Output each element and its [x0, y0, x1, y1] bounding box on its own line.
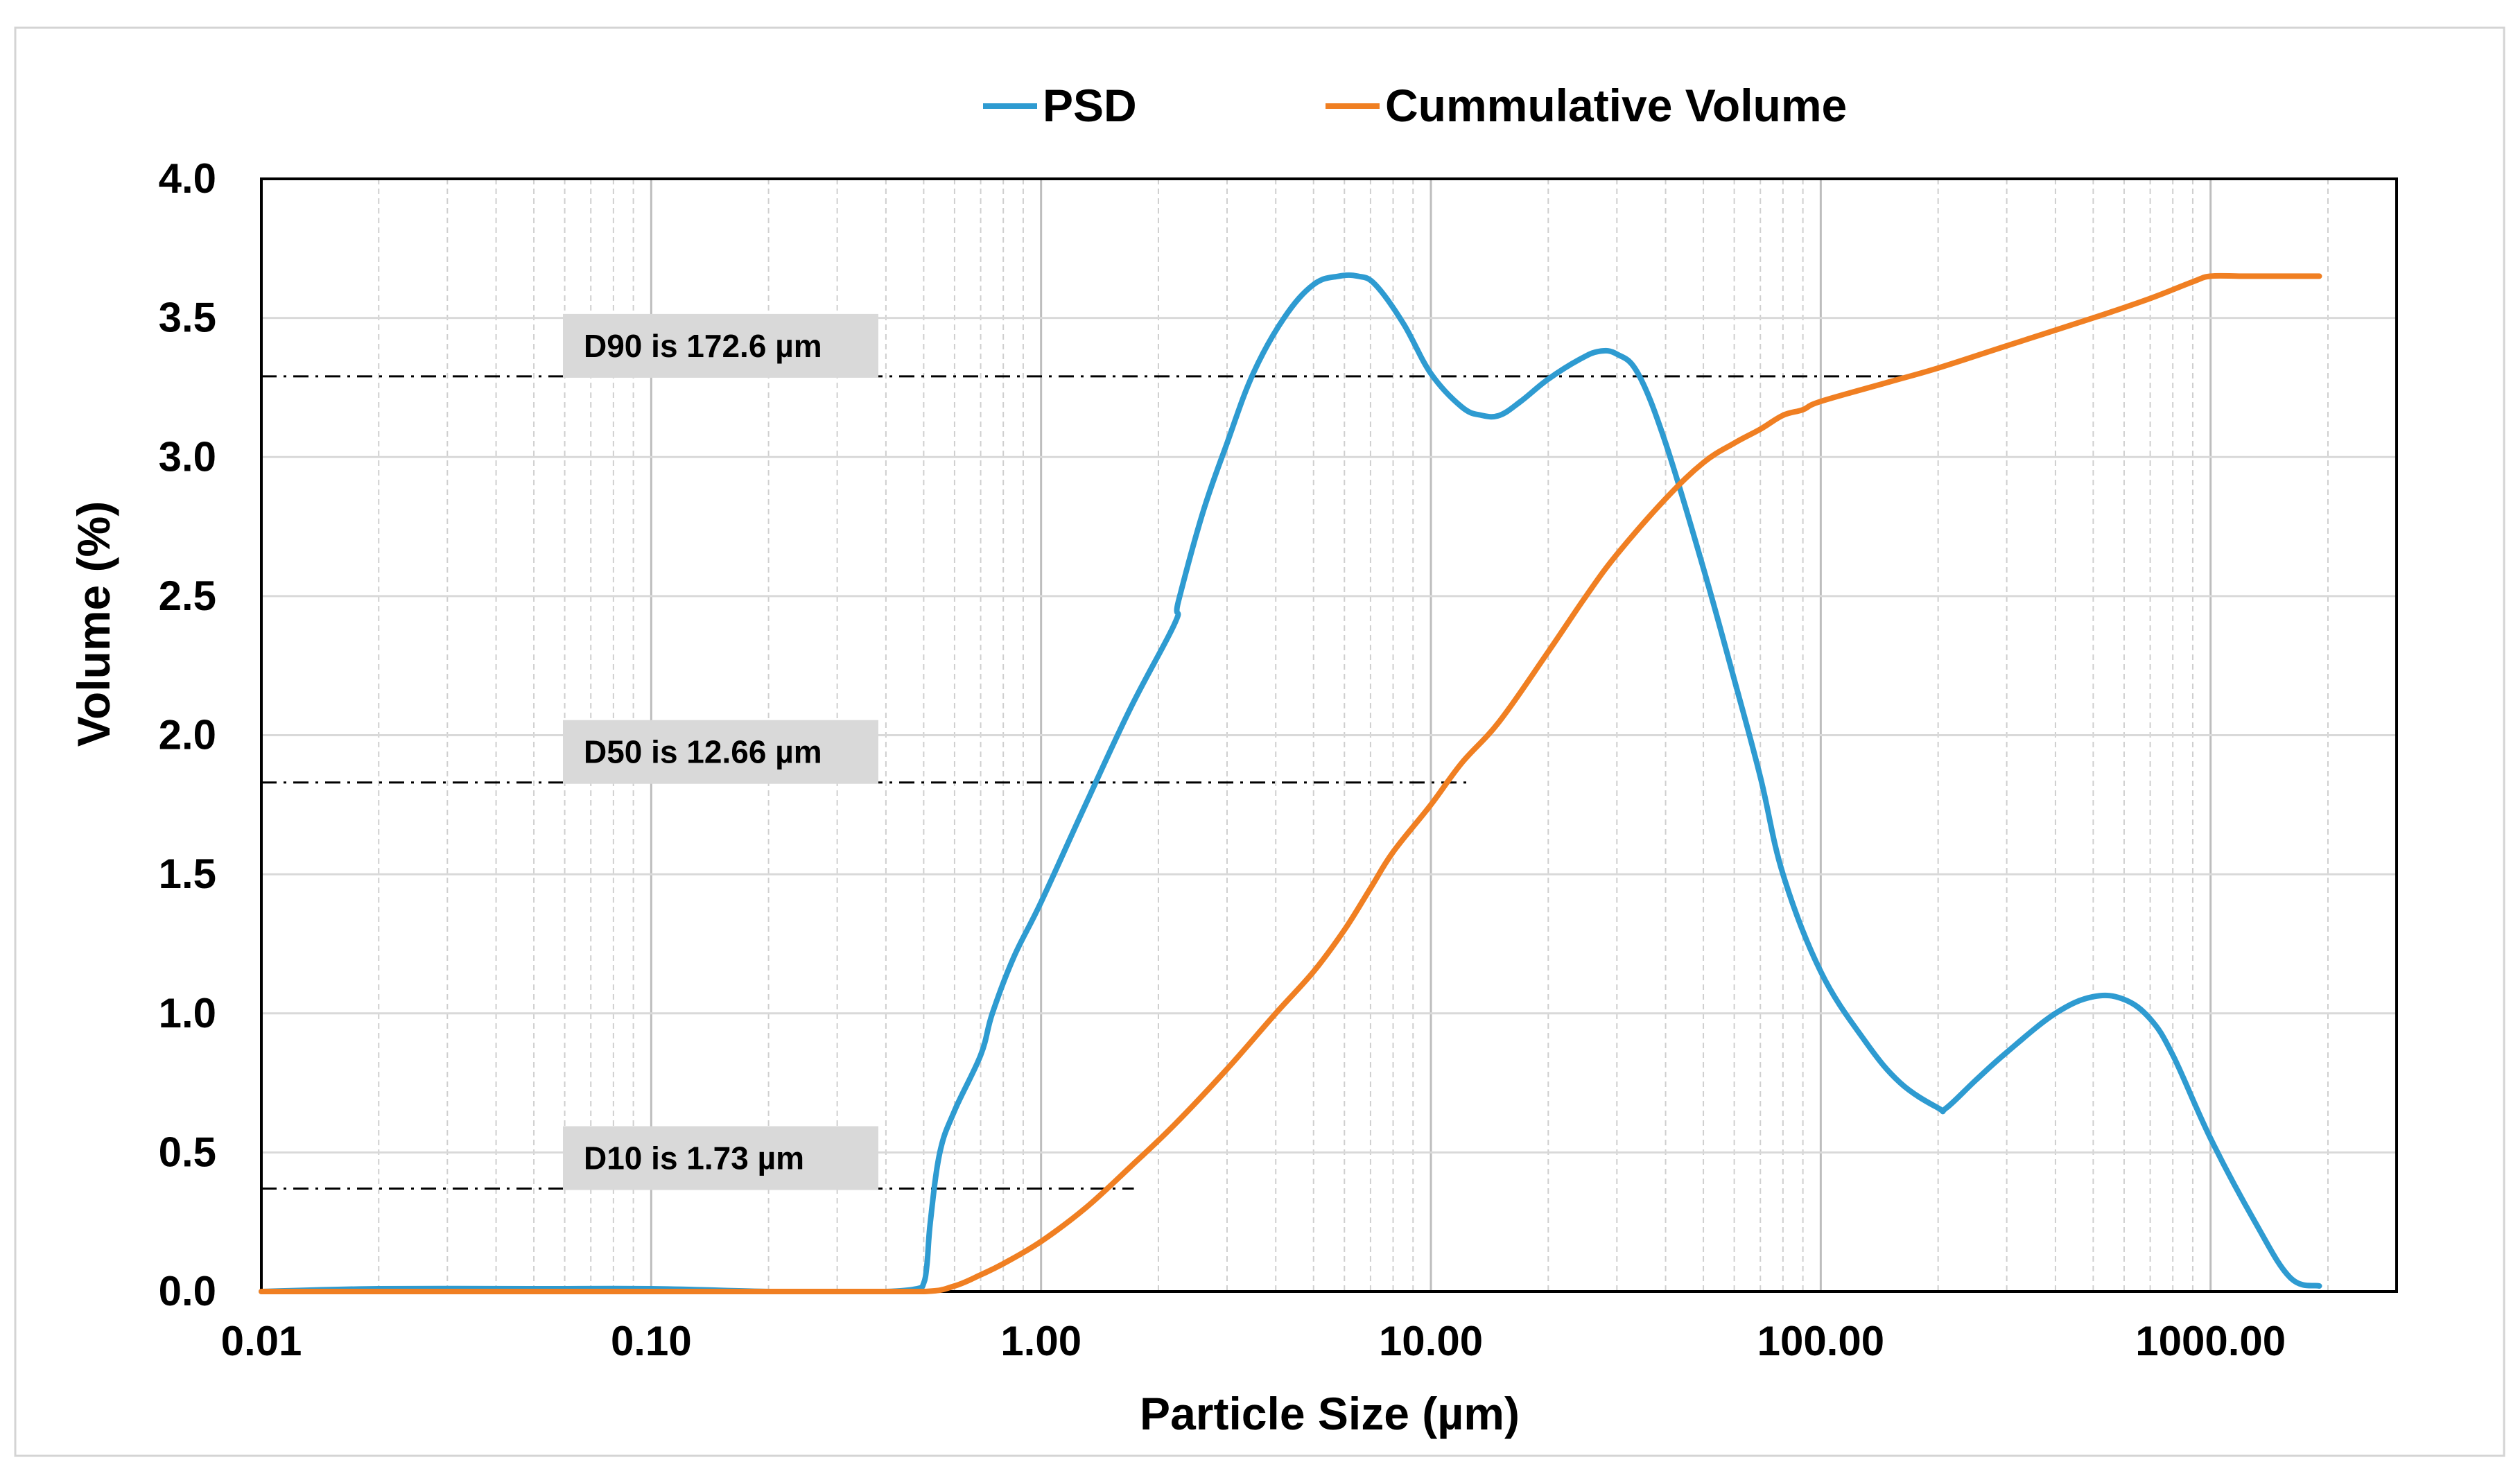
x-tick-label: 0.10: [611, 1318, 692, 1364]
y-tick-label: 3.5: [159, 295, 216, 341]
chart-outer-border: [14, 26, 2505, 1457]
series-line-cumulative-volume: [259, 272, 2322, 1295]
x-tick-label: 0.01: [221, 1318, 302, 1364]
y-axis-label: Volume (%): [68, 501, 119, 747]
x-tick-label: 1000.00: [2135, 1318, 2286, 1364]
x-tick-label: 10.00: [1379, 1318, 1483, 1364]
y-tick-label: 1.5: [159, 851, 216, 897]
y-tick-label: 1.0: [159, 990, 216, 1036]
legend-label-psd: PSD: [1043, 80, 1137, 131]
y-tick-label: 0.0: [159, 1268, 216, 1314]
y-tick-label: 3.0: [159, 433, 216, 480]
reference-label-box: [563, 313, 878, 378]
y-tick-label: 2.0: [159, 712, 216, 758]
reference-lines: D90 is 172.6 µm D50 is 12.66 µm D10 is 1.7…: [261, 313, 1913, 1190]
legend-label-cumulative: Cummulative Volume: [1385, 80, 1847, 131]
x-tick-label: 100.00: [1757, 1318, 1885, 1364]
reference-label: D90 is 172.6 µm: [584, 328, 822, 364]
x-tick-label: 1.00: [1000, 1318, 1081, 1364]
y-tick-label: 2.5: [159, 573, 216, 619]
series-lines: [259, 272, 2322, 1295]
x-tick-labels: 0.01 0.10 1.00 10.00 100.00 1000.00: [221, 1318, 2286, 1364]
reference-label: D50 is 12.66 µm: [584, 734, 822, 770]
y-tick-label: 0.5: [159, 1129, 216, 1175]
series-line-psd: [259, 272, 2322, 1295]
x-axis-label: Particle Size (µm): [1140, 1388, 1520, 1439]
y-tick-labels: 0.0 0.5 1.0 1.5 2.0 2.5 3.0 3.5 4.0: [159, 155, 216, 1314]
y-tick-label: 4.0: [159, 155, 216, 202]
reference-label-box: [563, 720, 878, 784]
reference-label: D10 is 1.73 µm: [584, 1140, 804, 1176]
plot-area-border: [260, 177, 2398, 1293]
reference-label-box: [563, 1126, 878, 1190]
legend: PSD Cummulative Volume: [983, 80, 1847, 131]
